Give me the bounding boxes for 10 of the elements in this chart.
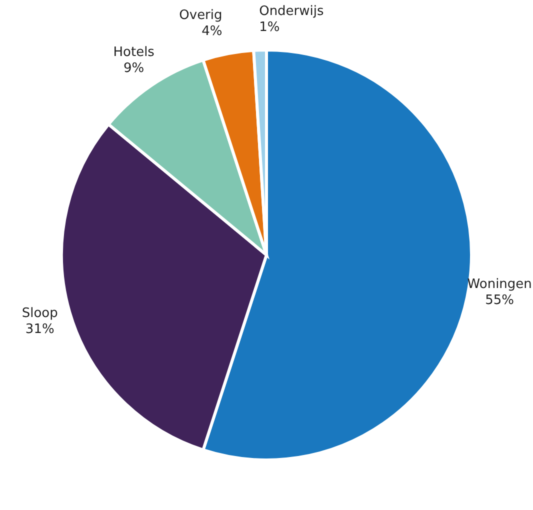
slice-label: Hotels — [113, 44, 155, 60]
data-label: 4% — [202, 24, 222, 40]
slice-label: Woningen — [467, 276, 532, 292]
data-label: 55% — [485, 292, 514, 308]
data-label: 9% — [124, 60, 144, 76]
slice-label: Sloop — [22, 306, 58, 321]
data-label: 31% — [25, 322, 54, 337]
data-label: 1% — [259, 20, 280, 36]
slice-label: Overig — [179, 8, 222, 24]
slice-label: Onderwijs — [259, 4, 324, 20]
